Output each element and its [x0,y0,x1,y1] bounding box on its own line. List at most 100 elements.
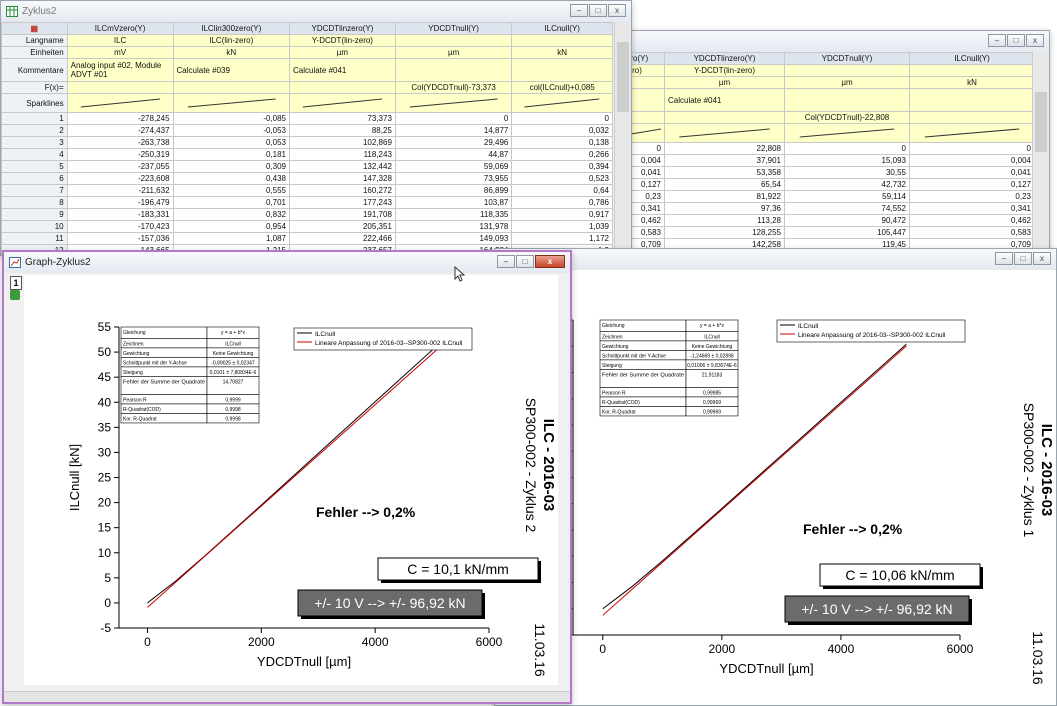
cell[interactable]: 73,955 [394,172,513,185]
cell[interactable]: 0,053 [172,136,291,149]
row-number[interactable]: 7 [1,184,68,197]
cell[interactable]: 59,069 [394,160,513,173]
cell[interactable] [172,81,291,94]
cell[interactable]: 53,358 [664,166,785,179]
cell[interactable]: -250,319 [66,148,174,161]
cell[interactable]: 22,808 [664,142,785,155]
chart-zyklus1[interactable]: -505101520253035404550550200040006000YDC… [495,270,1056,705]
layer-indicator[interactable]: 1 [10,276,22,290]
row-label[interactable]: F(x)= [1,81,68,94]
cell[interactable]: 142,258 [664,238,785,251]
cell[interactable]: 105,447 [784,226,910,239]
cell[interactable]: 0,832 [172,208,291,221]
sparkline-cell[interactable] [909,123,1035,143]
sparkline-cell[interactable] [511,93,613,113]
cell[interactable]: -196,479 [66,196,174,209]
graph-titlebar[interactable]: Graph-Zyklus2 – □ x [4,252,570,273]
cell[interactable]: 147,328 [289,172,396,185]
cell[interactable]: 177,243 [289,196,396,209]
row-number[interactable]: 3 [1,136,68,149]
cell[interactable] [511,34,613,47]
cell[interactable]: -0,085 [172,112,291,125]
cell[interactable]: Y-DCDT(lin-zero) [289,34,396,47]
cell[interactable]: 0,462 [909,214,1035,227]
cell[interactable]: 0,64 [511,184,613,197]
cell[interactable]: Analog input #02, Module ADVT #01 [66,58,174,82]
cell[interactable] [784,88,910,112]
worksheet-window-zyklus1[interactable]: – □ x ero(Y) YDCDTlinzero(Y) YDCDTnull(Y… [608,30,1050,254]
cell[interactable]: 90,472 [784,214,910,227]
column-header[interactable]: YDCDTlinzero(Y) [664,52,785,65]
cell[interactable]: 74,552 [784,202,910,215]
cell[interactable]: 1,172 [511,232,613,245]
worksheet-titlebar[interactable]: – □ x [609,31,1049,52]
cell[interactable]: Calculate #039 [172,58,291,82]
cell[interactable]: 0,23 [909,190,1035,203]
sparkline-cell[interactable] [394,93,513,113]
cell[interactable]: 131,978 [394,220,513,233]
cell[interactable]: -183,331 [66,208,174,221]
row-number[interactable]: 5 [1,160,68,173]
cell[interactable] [664,111,785,124]
cell[interactable]: 42,732 [784,178,910,191]
close-button[interactable]: x [1026,34,1044,47]
cell[interactable]: 73,373 [289,112,396,125]
cell[interactable]: -237,055 [66,160,174,173]
graph-titlebar[interactable]: – □ x [495,249,1056,270]
cell[interactable]: 0,309 [172,160,291,173]
cell[interactable]: µm [394,46,513,59]
cell[interactable]: 0,341 [909,202,1035,215]
graph-window-zyklus2[interactable]: Graph-Zyklus2 – □ x 1 -5 0 5 10 15 20 25 30 35 40… [2,250,572,704]
cell[interactable]: 37,901 [664,154,785,167]
cell[interactable]: 88,25 [289,124,396,137]
minimize-button[interactable]: – [570,4,588,17]
graph-page[interactable]: -5 0 5 10 15 20 25 30 35 40 45 50 55 0 2000 4000 6000 YDC… [24,275,558,685]
cell[interactable]: Col(YDCDTnull)-22,808 [784,111,910,124]
row-number[interactable]: 11 [1,232,68,245]
cell[interactable]: -0,053 [172,124,291,137]
cell[interactable]: Y-DCDT(lin-zero) [664,64,785,77]
cell[interactable]: 128,255 [664,226,785,239]
cell[interactable]: 191,708 [289,208,396,221]
cell[interactable] [511,58,613,82]
row-number[interactable]: 4 [1,148,68,161]
cell[interactable]: -211,632 [66,184,174,197]
worksheet-grid[interactable]: ero(Y) YDCDTlinzero(Y) YDCDTnull(Y) ILCn… [609,52,1035,253]
column-header[interactable]: YDCDTnull(Y) [784,52,910,65]
cell[interactable]: 0,138 [511,136,613,149]
cell[interactable]: 0,701 [172,196,291,209]
cell[interactable]: 103,87 [394,196,513,209]
column-header[interactable]: ILCmVzero(Y) [66,22,174,35]
cell[interactable]: 222,466 [289,232,396,245]
cell[interactable]: ILC [66,34,174,47]
column-header[interactable]: YDCDTnull(Y) [394,22,513,35]
cell[interactable]: 0,786 [511,196,613,209]
cell[interactable]: 0,438 [172,172,291,185]
row-label[interactable]: Kommentare [1,58,68,82]
cell[interactable]: 30,55 [784,166,910,179]
cell[interactable]: -263,738 [66,136,174,149]
cell[interactable]: µm [289,46,396,59]
cell[interactable]: 160,272 [289,184,396,197]
cell[interactable]: 0,127 [909,178,1035,191]
cell[interactable] [784,64,910,77]
minimize-button[interactable]: – [995,252,1013,265]
row-number[interactable]: 9 [1,208,68,221]
cell[interactable]: col(ILCnull)+0,085 [511,81,613,94]
cell[interactable]: 29,496 [394,136,513,149]
cell[interactable] [909,64,1035,77]
cell[interactable]: 81,922 [664,190,785,203]
vertical-scrollbar[interactable] [1032,52,1049,253]
worksheet-grid[interactable]: ▦ ILCmVzero(Y) ILClin300zero(Y) YDCDTlin… [1,22,613,255]
cell[interactable]: µm [664,76,785,89]
cell[interactable]: 65,54 [664,178,785,191]
select-all-corner[interactable]: ▦ [1,22,68,35]
maximize-button[interactable]: □ [589,4,607,17]
maximize-button[interactable]: □ [1007,34,1025,47]
cell[interactable] [909,111,1035,124]
scrollbar-thumb[interactable] [1035,92,1047,152]
sparkline-cell[interactable] [66,93,174,113]
minimize-button[interactable]: – [988,34,1006,47]
scrollbar-thumb[interactable] [617,42,629,112]
worksheet-titlebar[interactable]: Zyklus2 – □ x [1,1,631,22]
